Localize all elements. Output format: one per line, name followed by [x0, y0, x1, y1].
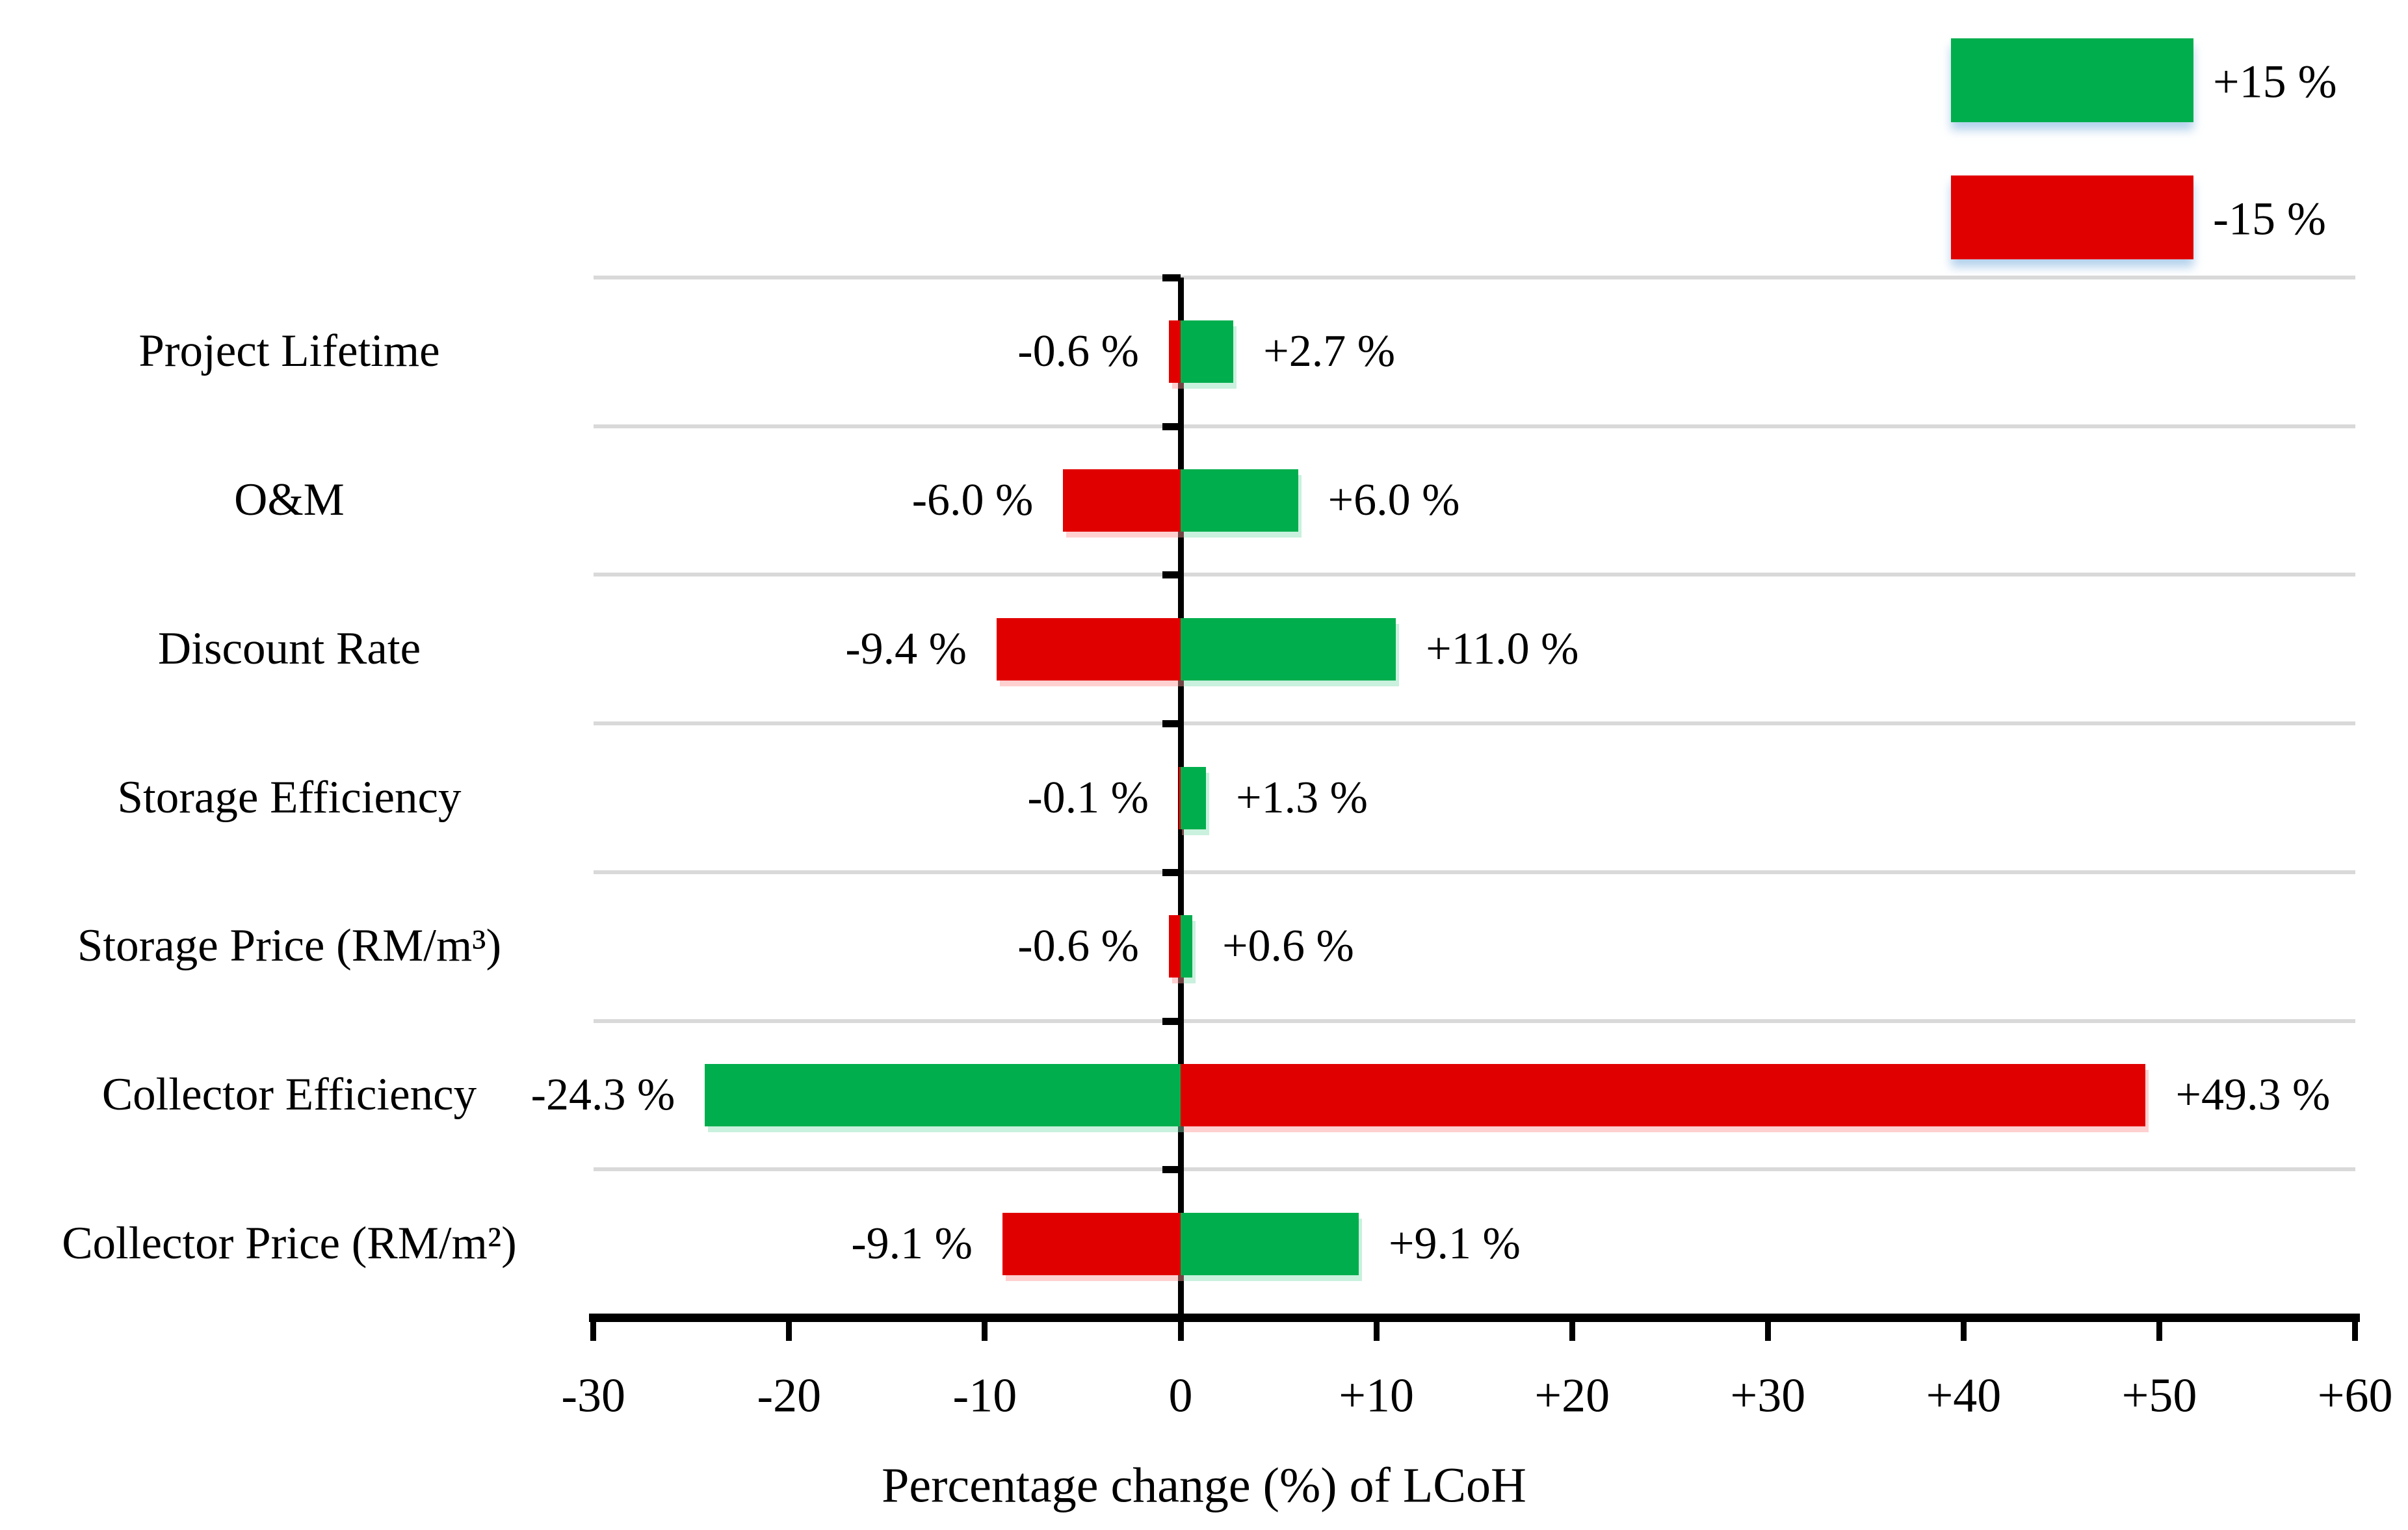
value-label-positive: +0.6 %	[1222, 921, 1354, 972]
x-tick-mark	[786, 1314, 792, 1341]
bar-positive	[1181, 617, 1396, 681]
x-tick-label: +60	[2317, 1369, 2393, 1423]
value-label-positive: +49.3 %	[2175, 1069, 2331, 1120]
legend-label-plus15: +15 %	[2213, 55, 2337, 108]
value-label-positive: +9.1 %	[1389, 1218, 1521, 1269]
x-tick-label: +50	[2121, 1369, 2197, 1423]
bar-positive	[1181, 766, 1207, 829]
bar-negative	[1063, 469, 1181, 532]
value-label-negative: -0.6 %	[1017, 921, 1139, 972]
bar-negative	[1002, 1212, 1181, 1275]
x-tick-mark	[1764, 1314, 1771, 1341]
bar-positive	[1181, 1063, 2146, 1126]
category-axis-tick	[1162, 571, 1181, 579]
value-label-negative: -24.3 %	[530, 1069, 675, 1120]
x-tick-label: +10	[1339, 1369, 1414, 1423]
category-axis-tick	[1162, 1166, 1181, 1174]
category-axis-tick	[1162, 720, 1181, 728]
bar-negative	[996, 617, 1181, 681]
legend-label-minus15: -15 %	[2213, 192, 2326, 245]
gridline	[594, 870, 2355, 874]
bar-negative	[1168, 915, 1181, 978]
x-tick-mark	[1960, 1314, 1967, 1341]
value-label-negative: -6.0 %	[911, 475, 1034, 526]
category-axis-tick	[1162, 422, 1181, 430]
x-tick-label: +30	[1730, 1369, 1806, 1423]
x-tick-label: +40	[1926, 1369, 2002, 1423]
x-axis-title: Percentage change (%) of LCoH	[882, 1458, 1526, 1513]
value-label-negative: -0.1 %	[1027, 772, 1149, 823]
x-axis-line	[589, 1314, 2360, 1322]
x-tick-mark	[2156, 1314, 2163, 1341]
category-label: Storage Price (RM/m³)	[77, 920, 502, 972]
category-label: Discount Rate	[157, 623, 421, 674]
gridline	[594, 276, 2355, 279]
x-tick-mark	[1177, 1314, 1184, 1341]
bar-negative	[1178, 766, 1181, 829]
gridline	[594, 1167, 2355, 1172]
legend-swatch-plus15	[1951, 38, 2193, 122]
x-tick-mark	[590, 1314, 597, 1341]
category-axis-tick	[1162, 868, 1181, 876]
x-tick-label: +20	[1534, 1369, 1610, 1423]
bar-positive	[1181, 320, 1234, 383]
bar-positive	[1181, 469, 1298, 532]
value-label-negative: -0.6 %	[1017, 326, 1139, 377]
bar-positive	[1181, 1212, 1359, 1275]
gridline	[594, 721, 2355, 726]
value-label-positive: +1.3 %	[1236, 772, 1368, 823]
x-tick-label: -30	[561, 1369, 625, 1423]
category-label: Project Lifetime	[138, 326, 440, 377]
x-tick-mark	[982, 1314, 988, 1341]
gridline	[594, 1018, 2355, 1023]
x-tick-mark	[1373, 1314, 1380, 1341]
value-label-positive: +2.7 %	[1263, 326, 1396, 377]
x-tick-label: -10	[952, 1369, 1017, 1423]
category-label: Collector Price (RM/m²)	[62, 1217, 517, 1269]
bar-positive	[1181, 915, 1193, 978]
gridline	[594, 573, 2355, 577]
value-label-positive: +6.0 %	[1328, 475, 1460, 526]
category-axis-tick	[1162, 1017, 1181, 1025]
bar-negative	[705, 1063, 1181, 1126]
value-label-negative: -9.1 %	[851, 1218, 973, 1269]
legend-swatch-minus15	[1951, 175, 2193, 259]
bar-negative	[1168, 320, 1181, 383]
x-tick-mark	[2352, 1314, 2359, 1341]
category-label: O&M	[234, 474, 345, 526]
gridline	[594, 424, 2355, 428]
x-tick-mark	[1569, 1314, 1575, 1341]
value-label-negative: -9.4 %	[845, 623, 967, 674]
category-label: Collector Efficiency	[101, 1069, 477, 1121]
x-tick-label: -20	[757, 1369, 822, 1423]
category-label: Storage Efficiency	[117, 771, 462, 823]
value-label-positive: +11.0 %	[1426, 623, 1579, 674]
x-tick-label: 0	[1168, 1369, 1193, 1423]
category-axis-tick	[1162, 274, 1181, 281]
